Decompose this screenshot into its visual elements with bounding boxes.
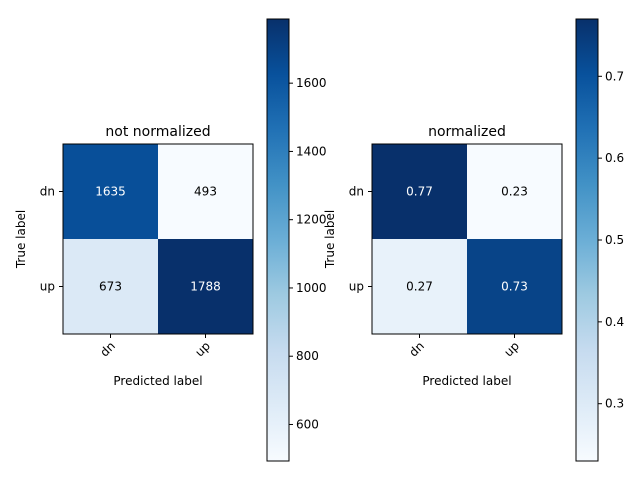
colorbar-tick-label: 1600 [296, 76, 327, 90]
colorbar-tick-label: 1200 [296, 213, 327, 227]
y-ticks: dn up [349, 185, 372, 294]
x-ticks: dn up [406, 334, 522, 360]
cell-value-label: 0.23 [501, 185, 528, 199]
colorbar-ticks: 600 800 1000 1200 1400 1600 [289, 76, 327, 431]
colorbar-tick-label: 0.5 [605, 233, 624, 247]
colorbar-frame [266, 18, 290, 462]
x-axis-label: Predicted label [422, 374, 511, 388]
colorbar-ticks: 0.3 0.4 0.5 0.6 0.7 [598, 69, 624, 411]
cell-value-label: 673 [99, 280, 122, 294]
x-tick-label: dn [406, 339, 427, 360]
colorbar-tick-label: 0.7 [605, 69, 624, 83]
cell-value-label: 0.73 [501, 280, 528, 294]
y-tick-label: up [40, 280, 55, 294]
y-ticks: dn up [40, 185, 63, 294]
y-tick-label: dn [40, 185, 55, 199]
y-axis-label: True label [323, 210, 337, 269]
heatmap-cell [158, 239, 253, 334]
colorbar-tick-label: 0.3 [605, 397, 624, 411]
heatmap-panel-normalized: normalized 0.77 0.23 0.27 0.73 dn up dn up Pr… [323, 124, 563, 388]
x-tick-label: dn [97, 339, 118, 360]
heatmap-cell [467, 144, 562, 239]
colorbar-tick-label: 0.4 [605, 315, 624, 329]
x-tick-label: up [501, 339, 522, 360]
heatmap-cell [158, 144, 253, 239]
colorbar-gradient [267, 19, 289, 461]
heatmap-cell [63, 239, 158, 334]
colorbar-tick-label: 1000 [296, 281, 327, 295]
heatmap-cell [63, 144, 158, 239]
heatmap-cell [467, 239, 562, 334]
colorbar-normalized: 0.3 0.4 0.5 0.6 0.7 [575, 18, 624, 462]
cell-value-label: 1635 [95, 185, 126, 199]
x-axis-label: Predicted label [113, 374, 202, 388]
colorbar-tick-label: 800 [296, 349, 319, 363]
cell-value-label: 493 [194, 185, 217, 199]
colorbar-tick-label: 0.6 [605, 151, 624, 165]
cell-value-label: 1788 [190, 280, 221, 294]
colorbar-gradient [576, 19, 598, 461]
colorbar-tick-label: 1400 [296, 144, 327, 158]
y-axis-label: True label [14, 210, 28, 269]
cell-value-label: 0.77 [406, 185, 433, 199]
plot-frame [371, 143, 563, 335]
colorbar-tick-label: 600 [296, 417, 319, 431]
heatmap-cell [372, 239, 467, 334]
y-tick-label: dn [349, 185, 364, 199]
y-tick-label: up [349, 280, 364, 294]
cell-value-label: 0.27 [406, 280, 433, 294]
chart-title: not normalized [105, 124, 210, 140]
plot-frame [62, 143, 254, 335]
x-tick-label: up [192, 339, 213, 360]
chart-title: normalized [428, 124, 506, 140]
colorbar-raw: 600 800 1000 1200 1400 1600 [266, 18, 327, 462]
cells: 1635 493 673 1788 [63, 144, 253, 334]
cells: 0.77 0.23 0.27 0.73 [372, 144, 562, 334]
x-ticks: dn up [97, 334, 213, 360]
heatmap-cell [372, 144, 467, 239]
